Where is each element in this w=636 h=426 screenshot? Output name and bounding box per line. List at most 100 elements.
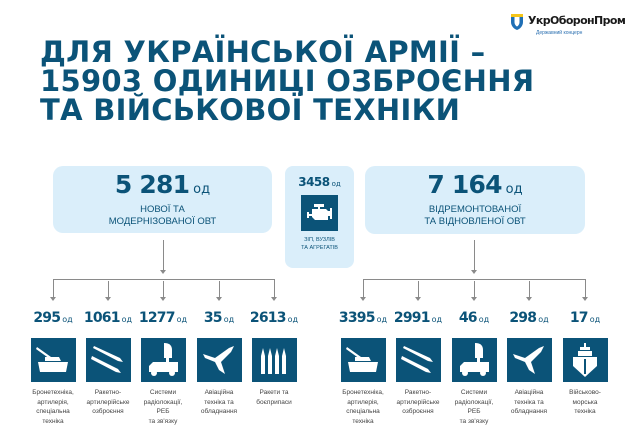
connector-left-trunk bbox=[163, 240, 164, 271]
page-title: ДЛЯ УКРАЇНСЬКОЇ АРМІЇ – 15903 ОДИНИЦІ ОЗ… bbox=[40, 38, 500, 125]
item-caption-line: боєприпаси bbox=[246, 398, 302, 408]
connector-right-trunk bbox=[474, 240, 475, 271]
tank-icon bbox=[31, 338, 76, 382]
ammunition-icon bbox=[252, 338, 297, 382]
jet-icon bbox=[507, 338, 552, 382]
connector-left-4 bbox=[219, 281, 220, 298]
item-caption-line: спеціальна bbox=[335, 407, 391, 417]
engine-icon-box bbox=[301, 195, 338, 231]
summary-repaired-line2: ТА ВІДНОВЛЕНОЇ ОВТ bbox=[365, 216, 585, 228]
item-unit: од bbox=[377, 315, 387, 324]
connector-left-bar bbox=[53, 279, 275, 280]
item-unit: од bbox=[62, 315, 72, 324]
arrow-down-icon bbox=[360, 297, 366, 301]
connector-right-5 bbox=[585, 279, 586, 298]
arrow-down-icon bbox=[582, 297, 588, 301]
summary-parts-unit: од bbox=[332, 180, 341, 188]
arrow-down-icon bbox=[471, 270, 477, 274]
title-line-2: 15903 ОДИНИЦІ ОЗБРОЄННЯ bbox=[40, 67, 500, 96]
item-unit: од bbox=[288, 315, 298, 324]
summary-parts-line2: ТА АГРЕГАТІВ bbox=[285, 244, 354, 252]
item-caption-line: Бронетехніка, bbox=[25, 388, 81, 398]
item-unit: од bbox=[479, 315, 489, 324]
connector-left-2 bbox=[108, 281, 109, 298]
item-caption-line: техніка та bbox=[191, 398, 247, 408]
summary-new-value: 5 281 bbox=[115, 170, 189, 199]
summary-new-line2: МОДЕРНІЗОВАНОЇ ОВТ bbox=[53, 216, 272, 228]
item-caption-line: та зв'язку bbox=[446, 417, 502, 426]
item-value: 35 bbox=[204, 310, 222, 326]
arrow-down-icon bbox=[50, 297, 56, 301]
item-value: 1277 bbox=[139, 310, 175, 326]
item-value: 46 bbox=[459, 310, 477, 326]
radar-truck-icon bbox=[452, 338, 497, 382]
item-unit: од bbox=[177, 315, 187, 324]
item-caption-line: Бронетехніка, bbox=[335, 388, 391, 398]
connector-right-bar bbox=[363, 279, 586, 280]
missile-icon bbox=[86, 338, 131, 382]
arrow-down-icon bbox=[216, 297, 222, 301]
connector-right-1 bbox=[363, 279, 364, 298]
item-value: 2613 bbox=[250, 310, 286, 326]
connector-left-5 bbox=[274, 279, 275, 298]
item-caption-line: обладнання bbox=[501, 407, 557, 417]
item-caption-line: Авіаційна bbox=[191, 388, 247, 398]
item-caption-line: техніка bbox=[335, 417, 391, 426]
item-caption-line: Системи bbox=[446, 388, 502, 398]
item-unit: од bbox=[432, 315, 442, 324]
item-caption-line: морська bbox=[557, 398, 613, 408]
summary-parts-value: 3458 bbox=[298, 175, 329, 189]
title-line-3: ТА ВІЙСЬКОВОЇ ТЕХНІКИ bbox=[40, 96, 500, 125]
item-caption-line: Авіаційна bbox=[501, 388, 557, 398]
logo-brand: УкрОборонПром bbox=[528, 14, 625, 27]
item-caption-line: та зв'язку bbox=[135, 417, 191, 426]
item-caption-line: Ракетно- bbox=[390, 388, 446, 398]
arrow-down-icon bbox=[415, 297, 421, 301]
item-caption-line: РЕБ bbox=[446, 407, 502, 417]
connector-right-2 bbox=[418, 281, 419, 298]
arrow-down-icon bbox=[526, 297, 532, 301]
connector-left-1 bbox=[53, 279, 54, 298]
item-caption-line: техніка та bbox=[501, 398, 557, 408]
item-value: 298 bbox=[509, 310, 536, 326]
shield-icon bbox=[510, 13, 524, 31]
item-unit: од bbox=[122, 315, 132, 324]
connector-right-3 bbox=[474, 281, 475, 298]
item-caption-line: обладнання bbox=[191, 407, 247, 417]
summary-repaired-line1: ВІДРЕМОНТОВАНОЇ bbox=[365, 204, 585, 216]
item-caption-line: артилерія, bbox=[25, 398, 81, 408]
item-caption-line: Системи bbox=[135, 388, 191, 398]
item-caption-line: артилерія, bbox=[335, 398, 391, 408]
item-value: 1061 bbox=[84, 310, 120, 326]
connector-right-4 bbox=[529, 281, 530, 298]
item-caption-line: артилерійське bbox=[80, 398, 136, 408]
ukroboronprom-logo: УкрОборонПром Державний концерн bbox=[510, 12, 630, 42]
item-caption-line: техніка bbox=[25, 417, 81, 426]
item-caption-line: Військово- bbox=[557, 388, 613, 398]
arrow-down-icon bbox=[105, 297, 111, 301]
arrow-down-icon bbox=[160, 270, 166, 274]
summary-new-value-wrap: 5 281 од bbox=[53, 171, 272, 204]
item-caption-line: РЕБ bbox=[135, 407, 191, 417]
item-caption-line: озброєння bbox=[390, 407, 446, 417]
item-caption-line: озброєння bbox=[80, 407, 136, 417]
summary-parts-line1: ЗІП, ВУЗЛІВ bbox=[285, 236, 354, 244]
summary-repaired-unit: од bbox=[506, 182, 523, 197]
item-unit: од bbox=[224, 315, 234, 324]
item-caption-line: техніка bbox=[557, 407, 613, 417]
item-caption-line: артилерійське bbox=[390, 398, 446, 408]
summary-new-unit: од bbox=[193, 182, 210, 197]
